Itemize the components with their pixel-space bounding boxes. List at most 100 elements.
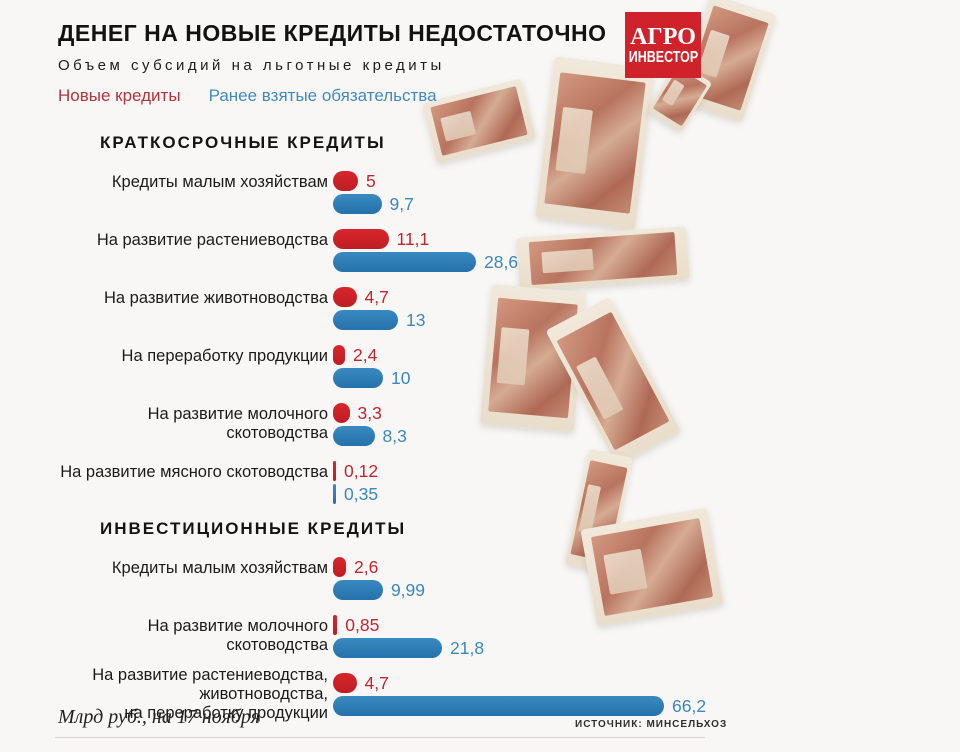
- value-label: 13: [406, 309, 426, 330]
- bar-new-loans: [333, 673, 357, 693]
- chart-row: На развитие молочного скотоводства 3,3 8,3: [55, 403, 735, 449]
- bar-new-loans: [333, 171, 358, 191]
- bar-line: 0,35: [333, 484, 378, 504]
- row-label-line: Кредиты малым хозяйствам: [111, 559, 328, 577]
- row-bars: 0,85 21,8: [333, 615, 484, 661]
- value-label: 0,35: [344, 483, 379, 504]
- value-label: 5: [366, 170, 376, 191]
- value-label: 8,3: [382, 425, 407, 446]
- bar-line: 9,99: [333, 580, 425, 600]
- value-label: 0,85: [345, 614, 380, 635]
- row-label: На развитие растениеводства: [55, 229, 328, 275]
- row-bars: 4,7 66,2: [333, 673, 706, 723]
- page-title: ДЕНЕГ НА НОВЫЕ КРЕДИТЫ НЕДОСТАТОЧНО: [58, 20, 607, 46]
- bar-new-loans: [333, 229, 389, 249]
- value-label: 9,99: [390, 579, 425, 600]
- bottom-divider: [55, 737, 705, 738]
- value-label: 11,1: [396, 228, 430, 249]
- bar-line: 8,3: [333, 426, 407, 446]
- value-label: 2,4: [353, 344, 378, 365]
- bar-new-loans: [333, 403, 350, 423]
- chart-row: На развитие животноводства 4,7 13: [55, 287, 735, 333]
- value-label: 28,6: [484, 251, 519, 272]
- row-label-line: На развитие молочного скотоводства: [147, 405, 328, 442]
- row-label-line: животноводства,: [199, 685, 328, 703]
- row-label: На переработку продукции: [55, 345, 328, 391]
- chart-section: КРАТКОСРОЧНЫЕ КРЕДИТЫ Кредиты малым хозяй…: [55, 133, 735, 507]
- row-bars: 2,4 10: [333, 345, 410, 391]
- bar-prior-obligations: [333, 194, 382, 214]
- row-bars: 5 9,7: [333, 171, 414, 217]
- footer-unit-note: Млрд руб., на 17 ноября: [58, 706, 260, 728]
- row-bars: 3,3 8,3: [333, 403, 407, 449]
- chart-row: На переработку продукции 2,4 10: [55, 345, 735, 391]
- agroinvestor-logo: АГРО ИНВЕСТОР: [625, 12, 701, 78]
- row-label-line: На развитие растениеводства: [96, 231, 328, 249]
- bar-new-loans: [333, 615, 338, 635]
- bar-line: 3,3: [333, 403, 407, 423]
- bar-line: 66,2: [333, 696, 706, 716]
- chart-row: На развитие растениеводства 11,1 28,6: [55, 229, 735, 275]
- bar-prior-obligations: [333, 368, 383, 388]
- bar-prior-obligations: [333, 310, 398, 330]
- row-bars: 0,12 0,35: [333, 461, 378, 507]
- bar-line: 4,7: [333, 673, 706, 693]
- chart-row: Кредиты малым хозяйствам 2,6 9,99: [55, 557, 735, 603]
- row-label-line: на переработку продукции: [124, 704, 328, 722]
- row-label: На развитие растениеводства, животноводст…: [55, 666, 328, 723]
- logo-line2: ИНВЕСТОР: [628, 48, 698, 66]
- value-label: 9,7: [389, 193, 414, 214]
- value-label: 10: [391, 367, 411, 388]
- bar-line: 10: [333, 368, 410, 388]
- value-label: 21,8: [450, 637, 485, 658]
- row-label-line: Кредиты малым хозяйствам: [111, 173, 328, 191]
- section-heading: ИНВЕСТИЦИОННЫЕ КРЕДИТЫ: [100, 519, 407, 538]
- value-label: 0,12: [344, 460, 379, 481]
- bar-line: 4,7: [333, 287, 425, 307]
- bar-prior-obligations: [333, 252, 476, 272]
- chart-row: Кредиты малым хозяйствам 5 9,7: [55, 171, 735, 217]
- row-label: На развитие молочного скотоводства: [55, 615, 328, 661]
- legend: Новые кредиты Ранее взятые обязательства: [58, 86, 437, 106]
- bar-prior-obligations: [333, 426, 375, 446]
- bar-prior-obligations: [333, 696, 664, 716]
- bar-line: 11,1: [333, 229, 518, 249]
- bar-line: 0,85: [333, 615, 484, 635]
- bar-prior-obligations: [333, 638, 442, 658]
- chart-section: ИНВЕСТИЦИОННЫЕ КРЕДИТЫ Кредиты малым хозя…: [55, 519, 735, 723]
- bar-line: 2,6: [333, 557, 425, 577]
- row-label-line: На развитие животноводства: [103, 289, 328, 307]
- value-label: 66,2: [672, 695, 707, 716]
- bar-prior-obligations: [333, 484, 336, 504]
- value-label: 2,6: [354, 556, 379, 577]
- row-label: На развитие мясного скотоводства: [55, 461, 328, 507]
- bar-line: 21,8: [333, 638, 484, 658]
- row-label-line: На развитие растениеводства,: [92, 666, 328, 684]
- bar-new-loans: [333, 557, 346, 577]
- bar-line: 13: [333, 310, 425, 330]
- footer-source: ИСТОЧНИК: МИНСЕЛЬХОЗ: [575, 719, 728, 730]
- bar-new-loans: [333, 345, 345, 365]
- row-label: На развитие животноводства: [55, 287, 328, 333]
- page-subtitle: Объем субсидий на льготные кредиты: [58, 57, 445, 74]
- row-bars: 2,6 9,99: [333, 557, 425, 603]
- bar-line: 9,7: [333, 194, 414, 214]
- row-label: Кредиты малым хозяйствам: [55, 557, 328, 603]
- row-bars: 11,1 28,6: [333, 229, 518, 275]
- legend-item-prior-obligations: Ранее взятые обязательства: [208, 86, 437, 105]
- value-label: 4,7: [364, 672, 389, 693]
- bar-line: 0,12: [333, 461, 378, 481]
- row-label: На развитие молочного скотоводства: [55, 403, 328, 449]
- bar-new-loans: [333, 287, 357, 307]
- row-label-line: На развитие мясного скотоводства: [60, 463, 328, 481]
- section-heading: КРАТКОСРОЧНЫЕ КРЕДИТЫ: [100, 133, 386, 152]
- chart-row: На развитие мясного скотоводства 0,12 0,35: [55, 461, 735, 507]
- row-label-line: На переработку продукции: [121, 347, 328, 365]
- row-label: Кредиты малым хозяйствам: [55, 171, 328, 217]
- chart: КРАТКОСРОЧНЫЕ КРЕДИТЫ Кредиты малым хозяй…: [55, 133, 735, 735]
- chart-row: На развитие молочного скотоводства 0,85 21…: [55, 615, 735, 661]
- value-label: 3,3: [357, 402, 382, 423]
- bar-line: 28,6: [333, 252, 518, 272]
- value-label: 4,7: [364, 286, 389, 307]
- chart-row: На развитие растениеводства, животноводст…: [55, 666, 735, 723]
